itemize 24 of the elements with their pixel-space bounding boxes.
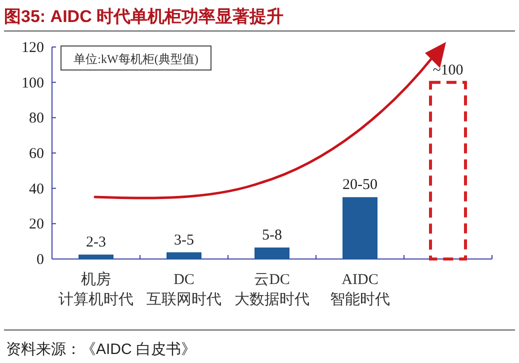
x-tick-label: 机房计算机时代 xyxy=(58,271,134,308)
data-label: 3-5 xyxy=(174,232,194,248)
y-tick-label: 120 xyxy=(22,40,44,56)
bar xyxy=(254,248,290,259)
x-tick-label: AIDC智能时代 xyxy=(330,272,390,308)
data-label: 2-3 xyxy=(86,234,106,251)
y-tick-label: 20 xyxy=(29,216,44,233)
y-tick-label: 100 xyxy=(22,75,44,92)
y-tick-label: 40 xyxy=(29,181,44,198)
x-tick-label: DC互联网时代 xyxy=(146,272,222,308)
bar xyxy=(429,80,467,260)
annotation: 单位:kW每机柜(典型值) xyxy=(74,52,198,66)
bar xyxy=(166,252,202,259)
data-label: ~100 xyxy=(432,62,464,78)
y-tick-label: 0 xyxy=(36,252,44,268)
y-tick-label: 60 xyxy=(29,146,44,162)
bar xyxy=(342,197,378,259)
bar xyxy=(78,254,114,259)
chart-title: 图35: AIDC 时代单机柜功率显著提升 xyxy=(4,7,284,26)
data-label: 20-50 xyxy=(342,177,378,194)
text: 资料来源：《AIDC 白皮书》 xyxy=(6,341,196,358)
y-tick-label: 80 xyxy=(29,110,44,127)
x-tick-label: 云DC大数据时代 xyxy=(234,272,310,308)
data-label: 5-8 xyxy=(262,228,282,244)
